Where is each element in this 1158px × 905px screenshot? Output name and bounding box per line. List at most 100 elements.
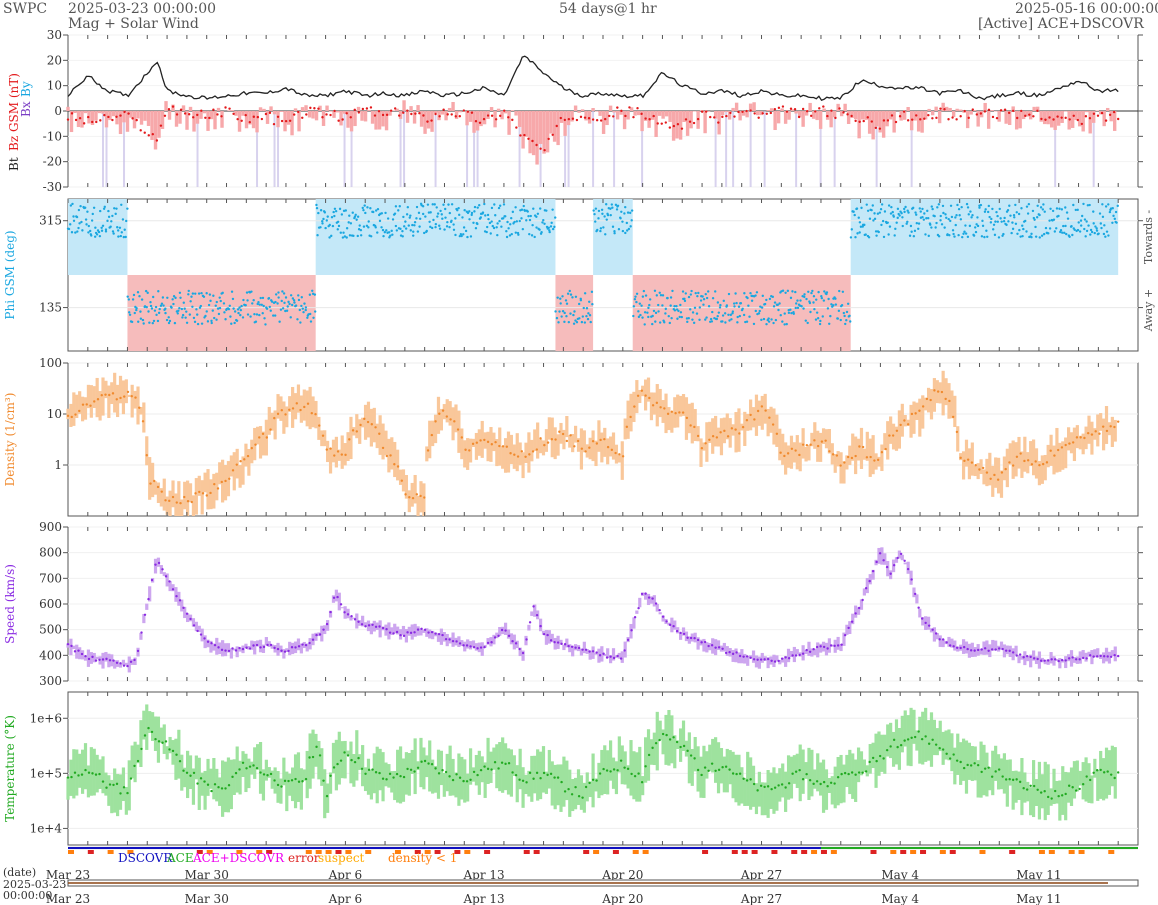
- phi-point: [157, 290, 160, 293]
- phi-point: [1038, 236, 1041, 239]
- phi-point: [514, 206, 517, 209]
- phi-point: [347, 221, 350, 224]
- bz-point: [107, 115, 110, 119]
- phi-point: [957, 233, 960, 237]
- phi-point: [147, 310, 150, 313]
- density-point: [1083, 436, 1086, 440]
- speed-point: [434, 632, 437, 635]
- phi-point: [863, 223, 866, 227]
- status-flag: [1048, 850, 1055, 854]
- y-tick-label: 10: [47, 79, 62, 93]
- phi-point: [561, 295, 564, 298]
- phi-point: [513, 220, 516, 224]
- bz-point: [260, 117, 264, 121]
- speed-point: [350, 615, 353, 618]
- phi-point: [362, 208, 365, 212]
- temp-point: [388, 772, 392, 776]
- density-point: [149, 482, 152, 485]
- phi-point: [880, 223, 883, 227]
- temp-point: [717, 768, 721, 772]
- temp-point: [598, 772, 602, 775]
- bz-point: [680, 127, 684, 130]
- phi-point: [481, 211, 485, 214]
- bz-point: [503, 109, 506, 112]
- phi-point: [154, 305, 158, 309]
- phi-point: [508, 234, 512, 237]
- speed-point: [1039, 659, 1043, 662]
- phi-point: [786, 289, 790, 293]
- phi-point: [196, 322, 200, 326]
- bz-point: [753, 112, 756, 115]
- density-point: [558, 430, 561, 433]
- bz-point: [220, 115, 223, 118]
- density-point: [944, 397, 947, 401]
- phi-point: [912, 235, 916, 238]
- temp-point: [931, 738, 934, 742]
- bz-point: [676, 123, 680, 126]
- temp-point: [836, 776, 840, 779]
- bz-point: [599, 119, 603, 122]
- bz-point: [1092, 112, 1096, 116]
- phi-point: [654, 320, 657, 323]
- temp-point: [283, 779, 287, 783]
- temp-point: [308, 756, 311, 759]
- status-flag: [434, 850, 441, 854]
- speed-point: [637, 606, 640, 610]
- phi-point: [69, 223, 72, 226]
- temp-point: [658, 738, 661, 742]
- density-point: [460, 436, 464, 439]
- temp-point: [1071, 786, 1074, 789]
- phi-point: [772, 321, 775, 325]
- density-point: [925, 397, 929, 401]
- phi-point: [179, 296, 182, 299]
- phi-point: [822, 299, 826, 302]
- phi-point: [762, 317, 766, 321]
- phi-point: [493, 203, 496, 206]
- phi-point: [699, 299, 703, 302]
- phi-point: [372, 210, 375, 214]
- phi-point: [936, 206, 939, 209]
- bz-point: [717, 121, 720, 124]
- temp-point: [556, 776, 560, 779]
- density-point: [1011, 464, 1015, 467]
- temp-point: [864, 770, 868, 773]
- phi-point: [1049, 207, 1052, 211]
- phi-point: [954, 223, 957, 227]
- bz-point: [583, 116, 587, 119]
- phi-point: [387, 231, 391, 234]
- bz-point: [773, 107, 777, 111]
- x-tick-label: Apr 27: [740, 868, 782, 882]
- phi-point: [211, 309, 214, 312]
- bz-point: [1048, 116, 1051, 119]
- phi-point: [554, 216, 557, 219]
- phi-point: [850, 228, 853, 231]
- phi-point: [348, 214, 351, 217]
- temp-point: [871, 756, 875, 760]
- phi-point: [854, 236, 857, 239]
- density-point: [723, 429, 726, 433]
- speed-point: [931, 628, 934, 631]
- density-point: [516, 455, 520, 458]
- phi-point: [452, 223, 455, 226]
- phi-point: [128, 313, 132, 316]
- speed-point: [721, 647, 724, 650]
- bz-point: [535, 143, 538, 147]
- bz-point: [862, 119, 865, 123]
- phi-point: [630, 219, 633, 222]
- phi-point: [1079, 219, 1083, 222]
- bz-point: [915, 114, 918, 117]
- phi-point: [267, 296, 271, 300]
- phi-point: [538, 228, 541, 231]
- bz-point: [559, 116, 562, 120]
- density-point: [363, 417, 366, 421]
- density-point: [265, 436, 268, 439]
- temp-point: [339, 759, 343, 762]
- status-flag: [751, 850, 758, 854]
- temp-point: [742, 777, 745, 780]
- phi-point: [380, 226, 383, 229]
- phi-point: [790, 311, 793, 315]
- temp-point: [122, 786, 126, 789]
- density-point: [1098, 432, 1101, 435]
- phi-point: [941, 204, 945, 208]
- phi-point: [510, 232, 513, 236]
